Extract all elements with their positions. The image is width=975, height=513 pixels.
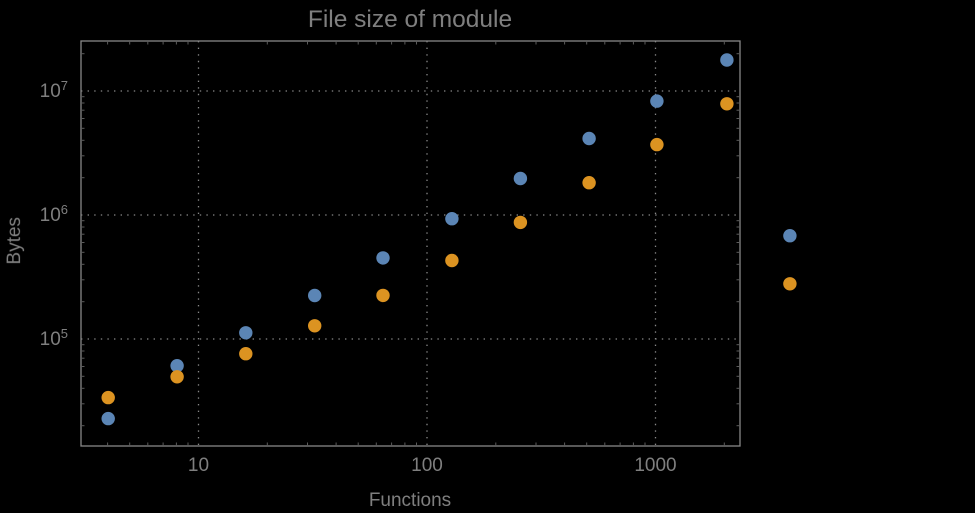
svg-text:Bytes: Bytes [4,217,25,265]
svg-text:10: 10 [188,455,209,476]
svg-text:Functions: Functions [369,490,451,511]
svg-text:File size of module: File size of module [308,6,512,33]
svg-text:100: 100 [411,455,443,476]
svg-text:1000: 1000 [634,455,676,476]
